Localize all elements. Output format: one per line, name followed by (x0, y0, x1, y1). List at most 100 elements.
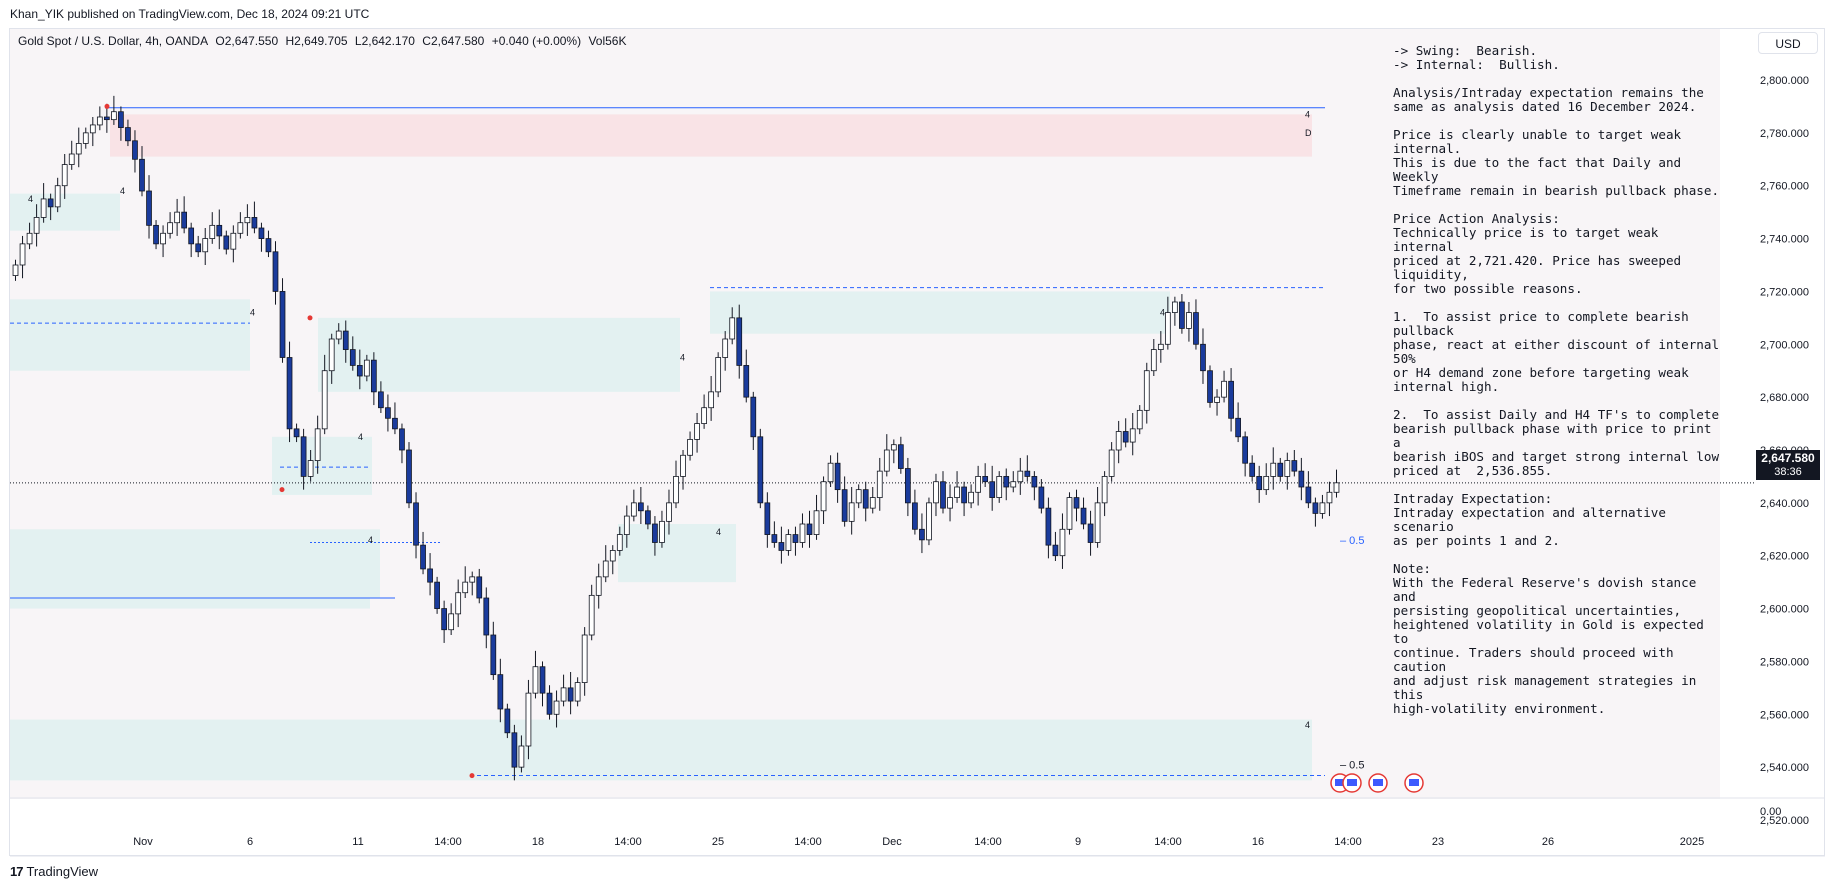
bearish-candle[interactable] (420, 544, 426, 570)
bearish-candle[interactable] (1305, 486, 1312, 504)
bearish-candle[interactable] (476, 576, 483, 599)
bearish-candle[interactable] (497, 674, 504, 710)
bullish-candle[interactable] (827, 462, 834, 483)
bullish-candle[interactable] (609, 550, 616, 562)
bullish-candle[interactable] (1186, 312, 1192, 329)
bullish-candle[interactable] (237, 222, 244, 234)
bullish-candle[interactable] (1108, 449, 1115, 477)
bearish-candle[interactable] (1249, 462, 1256, 477)
bearish-candle[interactable] (434, 581, 440, 609)
bearish-candle[interactable] (47, 198, 54, 208)
bullish-candle[interactable] (799, 523, 806, 543)
bearish-candle[interactable] (1031, 476, 1038, 488)
bearish-candle[interactable] (1193, 312, 1199, 345)
bullish-candle[interactable] (455, 592, 462, 615)
bullish-candle[interactable] (68, 153, 75, 165)
bearish-candle[interactable] (181, 211, 188, 229)
bullish-candle[interactable] (1115, 431, 1122, 451)
bullish-candle[interactable] (61, 164, 68, 187)
bearish-candle[interactable] (757, 436, 764, 504)
bullish-candle[interactable] (1333, 482, 1340, 493)
bearish-candle[interactable] (652, 523, 658, 543)
bullish-candle[interactable] (1319, 502, 1326, 514)
bullish-candle[interactable] (623, 515, 630, 535)
bearish-candle[interactable] (539, 666, 546, 694)
bullish-candle[interactable] (33, 217, 40, 234)
bullish-candle[interactable] (1164, 312, 1171, 345)
bearish-candle[interactable] (1291, 460, 1298, 472)
bearish-candle[interactable] (736, 317, 743, 366)
bearish-candle[interactable] (1122, 431, 1129, 443)
bearish-candle[interactable] (511, 732, 518, 768)
bullish-candle[interactable] (588, 594, 595, 636)
bullish-candle[interactable] (174, 211, 180, 224)
bullish-candle[interactable] (532, 666, 539, 694)
bullish-candle[interactable] (230, 232, 237, 250)
bearish-candle[interactable] (1242, 436, 1249, 464)
bearish-candle[interactable] (378, 391, 384, 409)
bearish-candle[interactable] (286, 357, 293, 430)
bearish-candle[interactable] (279, 291, 286, 358)
bullish-candle[interactable] (680, 454, 686, 477)
bearish-candle[interactable] (103, 116, 110, 121)
bearish-candle[interactable] (743, 365, 750, 398)
bullish-candle[interactable] (1263, 476, 1270, 491)
bullish-candle[interactable] (933, 481, 939, 504)
bearish-candle[interactable] (342, 330, 349, 350)
bearish-candle[interactable] (778, 542, 785, 551)
bearish-candle[interactable] (132, 140, 138, 160)
bearish-candle[interactable] (645, 510, 651, 525)
bearish-candle[interactable] (441, 608, 447, 631)
bearish-candle[interactable] (125, 127, 131, 142)
bullish-candle[interactable] (968, 491, 974, 504)
bearish-candle[interactable] (771, 534, 778, 543)
bullish-candle[interactable] (111, 111, 117, 121)
bearish-candle[interactable] (1052, 544, 1059, 557)
bullish-candle[interactable] (1221, 380, 1227, 398)
bullish-candle[interactable] (314, 428, 321, 461)
bearish-candle[interactable] (413, 502, 419, 546)
bullish-candle[interactable] (1326, 491, 1333, 504)
bearish-candle[interactable] (764, 502, 771, 535)
bearish-candle[interactable] (139, 158, 145, 192)
bearish-candle[interactable] (146, 190, 152, 226)
bearish-candle[interactable] (1200, 343, 1206, 372)
bearish-candle[interactable] (118, 111, 124, 128)
bearish-candle[interactable] (1277, 462, 1284, 477)
bullish-candle[interactable] (869, 497, 876, 509)
bearish-candle[interactable] (399, 428, 405, 451)
bearish-candle[interactable] (792, 534, 799, 543)
bullish-candle[interactable] (469, 576, 476, 583)
bullish-candle[interactable] (307, 460, 314, 477)
bearish-candle[interactable] (153, 224, 159, 245)
bullish-candle[interactable] (890, 444, 897, 451)
bearish-candle[interactable] (1207, 370, 1213, 403)
bearish-candle[interactable] (188, 227, 195, 245)
bullish-candle[interactable] (848, 502, 855, 522)
bullish-candle[interactable] (630, 502, 637, 517)
bearish-candle[interactable] (223, 235, 230, 250)
bullish-candle[interactable] (616, 534, 623, 551)
bearish-candle[interactable] (504, 708, 511, 734)
bullish-candle[interactable] (1066, 497, 1073, 530)
bullish-candle[interactable] (448, 613, 455, 631)
bullish-candle[interactable] (82, 132, 89, 144)
bearish-candle[interactable] (392, 417, 398, 430)
bearish-candle[interactable] (1038, 486, 1045, 509)
bullish-candle[interactable] (160, 232, 166, 245)
bearish-candle[interactable] (841, 489, 848, 522)
bearish-candle[interactable] (195, 243, 202, 253)
bullish-candle[interactable] (926, 502, 932, 541)
bearish-candle[interactable] (897, 444, 904, 469)
bullish-candle[interactable] (525, 692, 532, 747)
bullish-candle[interactable] (40, 198, 47, 218)
bearish-candle[interactable] (1024, 470, 1031, 477)
bullish-candle[interactable] (715, 357, 722, 393)
bearish-candle[interactable] (258, 227, 265, 239)
bullish-candle[interactable] (553, 700, 560, 715)
bearish-candle[interactable] (567, 687, 574, 702)
bullish-candle[interactable] (876, 470, 883, 498)
bullish-candle[interactable] (666, 502, 672, 522)
bearish-candle[interactable] (385, 407, 391, 419)
bearish-candle[interactable] (483, 597, 490, 636)
